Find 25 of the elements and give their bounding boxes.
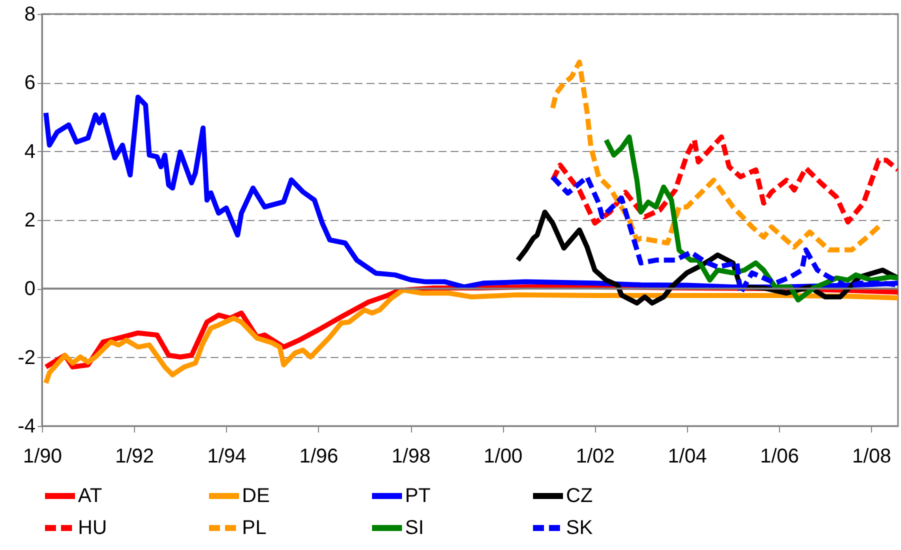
legend-label: AT: [78, 485, 102, 507]
y-tick-label: 0: [24, 278, 36, 300]
x-tick-label: 1/08: [852, 446, 892, 468]
legend-label: SI: [405, 517, 424, 539]
y-tick-label: -4: [18, 416, 36, 438]
y-tick-label: 8: [24, 4, 36, 26]
legend-label: SK: [566, 517, 594, 539]
y-tick-label: 2: [24, 210, 36, 232]
legend-label: PL: [242, 517, 266, 539]
x-tick-label: 1/04: [668, 446, 707, 468]
x-tick-label: 1/92: [115, 446, 154, 468]
legend-label: DE: [242, 485, 270, 507]
legend-label: CZ: [566, 485, 593, 507]
x-tick-label: 1/00: [484, 446, 523, 468]
y-tick-label: -2: [18, 346, 36, 369]
y-tick-label: 6: [24, 72, 36, 94]
x-tick-label: 1/98: [392, 446, 430, 468]
x-tick-label: 1/02: [576, 446, 615, 468]
x-tick-label: 1/94: [207, 446, 246, 468]
legend-label: PT: [405, 485, 431, 507]
x-tick-label: 1/96: [299, 446, 338, 468]
x-tick-label: 1/06: [760, 446, 800, 468]
legend-label: HU: [78, 517, 107, 539]
y-tick-label: 4: [24, 140, 36, 163]
x-tick-label: 1/90: [23, 446, 62, 468]
